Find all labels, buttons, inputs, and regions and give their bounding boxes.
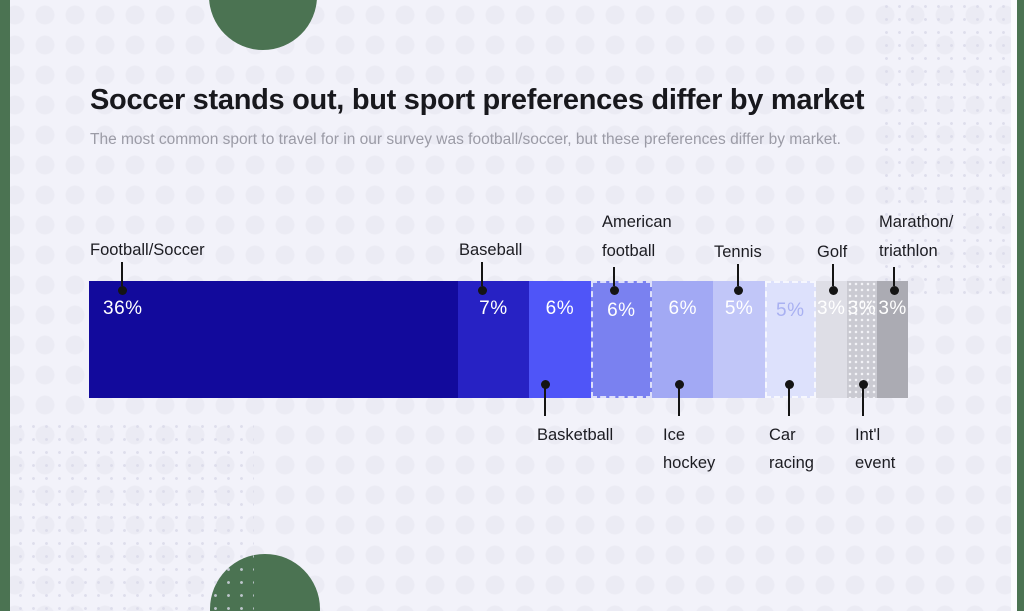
bar-segment-car-racing: 5% — [764, 281, 816, 398]
leader-line — [481, 262, 483, 286]
callout-label-intl-event: Int'l event — [855, 426, 896, 472]
segment-value-label: 6% — [545, 298, 575, 319]
bar-segment-ice-hockey: 6% — [652, 281, 714, 398]
right-edge-light-strip — [1011, 0, 1017, 611]
leader-dot — [610, 286, 619, 295]
segment-value-label: 3% — [878, 298, 907, 319]
decor-dots-bottom-left — [14, 420, 254, 611]
segment-value-label: 5% — [776, 300, 805, 321]
callout-label-car-racing: Car racing — [769, 426, 814, 472]
right-edge-accent-bar — [1017, 0, 1024, 611]
segment-value-label: 36% — [103, 298, 143, 319]
leader-dot — [785, 380, 794, 389]
leader-line — [544, 386, 546, 416]
callout-label-american-football: American football — [602, 213, 672, 260]
leader-dot — [734, 286, 743, 295]
decor-dots-top-right — [880, 0, 1010, 300]
stacked-bar: 36% 7% 6% 6% 6% 5% 5% 3% 3% 3% — [89, 281, 908, 398]
leader-line — [121, 262, 123, 286]
leader-dot — [675, 380, 684, 389]
segment-value-label: 3% — [847, 298, 877, 319]
bar-segment-football-soccer: 36% — [89, 281, 458, 398]
leader-line — [832, 264, 834, 286]
leader-dot — [118, 286, 127, 295]
leader-line — [678, 386, 680, 416]
bar-segment-american-football: 6% — [590, 281, 653, 398]
leader-dot — [829, 286, 838, 295]
segment-value-label: 7% — [479, 298, 508, 319]
leader-line — [737, 264, 739, 286]
leader-line — [788, 386, 790, 416]
bar-segment-baseball: 7% — [457, 281, 530, 398]
bar-segment-int-l-event: 3% — [846, 281, 878, 398]
page-title: Soccer stands out, but sport preferences… — [90, 84, 865, 116]
left-edge-accent-bar — [0, 0, 10, 611]
leader-line — [613, 267, 615, 286]
callout-label-marathon-triathlon: Marathon/ triathlon — [879, 213, 954, 260]
page-subtitle: The most common sport to travel for in o… — [90, 131, 841, 148]
segment-value-label: 6% — [607, 300, 636, 321]
leader-line — [862, 386, 864, 416]
leader-dot — [541, 380, 550, 389]
bar-segment-basketball: 6% — [529, 281, 591, 398]
leader-dot — [478, 286, 487, 295]
decor-circle-top — [209, 0, 317, 50]
callout-label-tennis: Tennis — [714, 243, 762, 261]
bar-segment-golf: 3% — [815, 281, 847, 398]
segment-value-label: 6% — [668, 298, 697, 319]
callout-label-football-soccer: Football/Soccer — [90, 241, 205, 259]
segment-value-label: 3% — [816, 298, 846, 319]
leader-line — [893, 267, 895, 286]
callout-label-baseball: Baseball — [459, 241, 523, 259]
callout-label-ice-hockey: Ice hockey — [663, 426, 716, 472]
bar-segment-marathon-triathlon: 3% — [877, 281, 908, 398]
bar-segment-tennis: 5% — [713, 281, 765, 398]
leader-dot — [859, 380, 868, 389]
callout-label-golf: Golf — [817, 243, 848, 261]
callout-label-basketball: Basketball — [537, 426, 614, 444]
segment-value-label: 5% — [724, 298, 754, 319]
leader-dot — [890, 286, 899, 295]
